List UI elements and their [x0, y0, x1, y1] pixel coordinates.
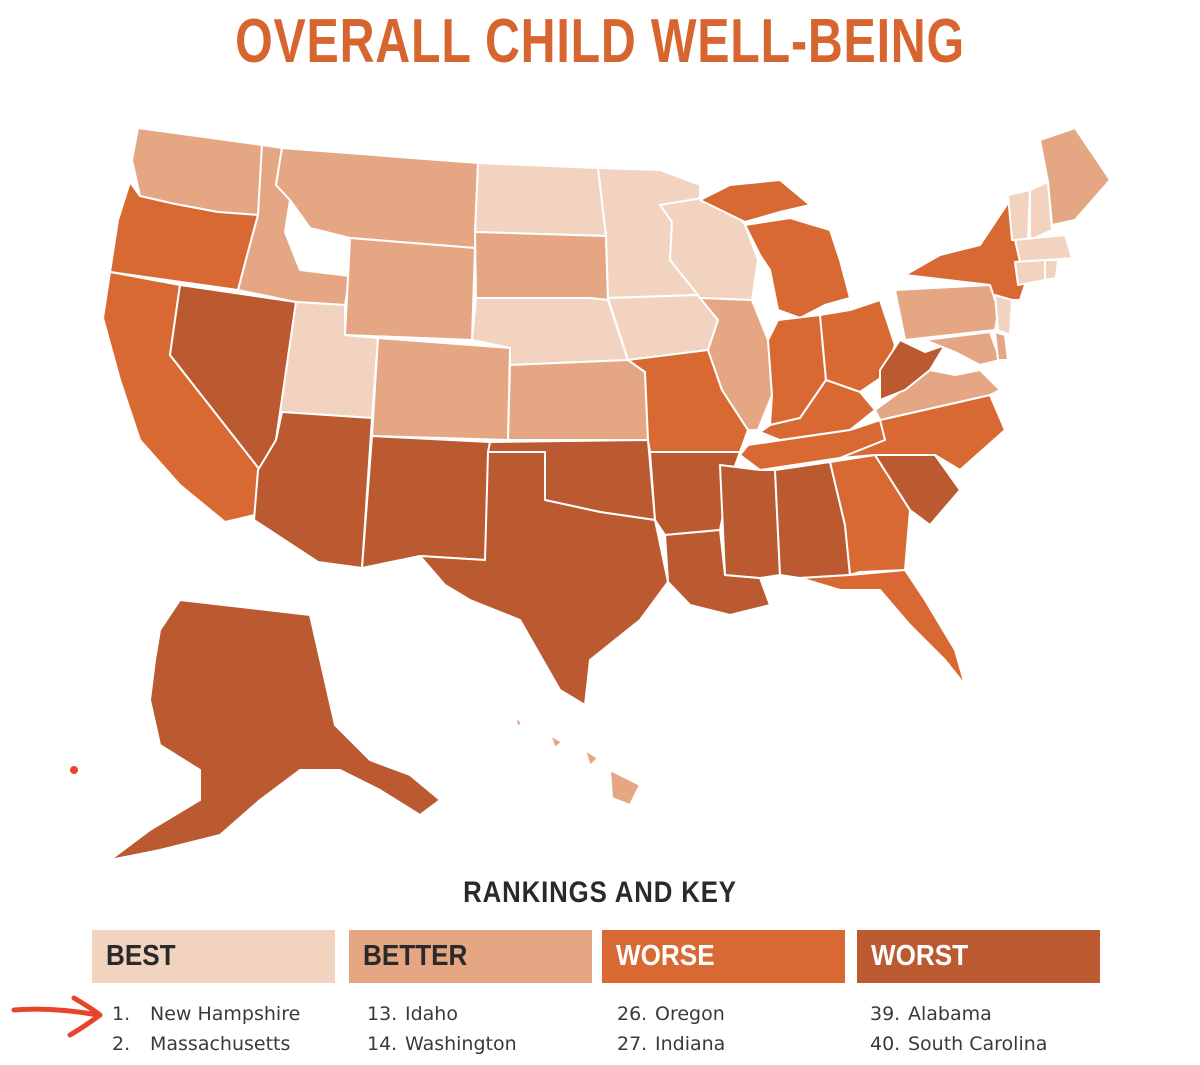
state-mi — [699, 179, 851, 319]
state-il — [699, 297, 773, 431]
state-ct — [1014, 259, 1046, 286]
rank-number: 14. — [367, 1033, 398, 1055]
tier-label-worse: WORSE — [616, 940, 715, 972]
rank-number: 2. — [112, 1033, 131, 1055]
rank-state: Massachusetts — [150, 1033, 291, 1055]
tier-box-worst: WORST — [857, 930, 1100, 983]
rank-state: Indiana — [655, 1033, 726, 1055]
state-nj — [994, 294, 1013, 336]
tier-label-worst: WORST — [871, 940, 969, 972]
rank-list-better: 13. Idaho 14. Washington — [367, 999, 517, 1059]
rank-number: 26. — [617, 1003, 648, 1025]
rank-number: 40. — [870, 1033, 901, 1055]
state-de — [994, 331, 1009, 361]
state-nm — [361, 435, 491, 569]
state-vt — [1007, 189, 1031, 241]
rank-number: 27. — [617, 1033, 648, 1055]
us-choropleth-map — [70, 127, 1111, 861]
state-mt — [275, 147, 479, 249]
state-ri — [1044, 259, 1059, 281]
rank-state: Alabama — [908, 1003, 992, 1025]
rank-row: 14. Washington — [367, 1029, 517, 1059]
rank-list-worse: 26. Oregon 27. Indiana — [617, 999, 725, 1059]
rank-row: 1. New Hampshire — [112, 999, 300, 1029]
state-ma — [1014, 234, 1073, 263]
rank-row: 26. Oregon — [617, 999, 725, 1029]
state-az — [253, 411, 373, 569]
state-hi — [514, 717, 641, 806]
state-tx — [419, 451, 669, 706]
state-me — [1039, 127, 1111, 226]
state-co — [371, 337, 511, 441]
rank-number: 13. — [367, 1003, 398, 1025]
tier-label-better: BETTER — [363, 940, 468, 972]
state-wv — [879, 339, 946, 401]
red-dot-marker — [70, 766, 78, 774]
tier-box-better: BETTER — [349, 930, 592, 983]
states-layer — [102, 127, 1111, 861]
rank-number: 39. — [870, 1003, 901, 1025]
state-ks — [507, 359, 649, 441]
state-va — [874, 369, 1001, 421]
rank-row: 40. South Carolina — [870, 1029, 1047, 1059]
rank-state: Oregon — [655, 1003, 725, 1025]
red-hand-drawn-arrow-icon — [11, 995, 103, 1038]
state-nd — [474, 162, 607, 237]
rank-state: Washington — [405, 1033, 517, 1055]
rank-row: 27. Indiana — [617, 1029, 725, 1059]
rank-list-worst: 39. Alabama 40. South Carolina — [870, 999, 1047, 1059]
state-sd — [474, 231, 609, 301]
rank-state: New Hampshire — [150, 1003, 301, 1025]
rank-state: Idaho — [405, 1003, 458, 1025]
rank-row: 2. Massachusetts — [112, 1029, 300, 1059]
state-nh — [1029, 181, 1053, 241]
key-heading: RANKINGS AND KEY — [463, 876, 737, 909]
rank-row: 13. Idaho — [367, 999, 517, 1029]
rank-row: 39. Alabama — [870, 999, 1047, 1029]
tier-box-best: BEST — [92, 930, 335, 983]
map-title: OVERALL CHILD WELL-BEING — [235, 7, 965, 76]
rank-state: South Carolina — [908, 1033, 1048, 1055]
state-la — [664, 529, 771, 616]
state-ms — [719, 464, 781, 579]
state-ak — [109, 599, 441, 861]
state-md — [924, 331, 1001, 366]
tier-label-best: BEST — [106, 940, 176, 972]
state-wy — [344, 237, 476, 341]
rank-number: 1. — [112, 1003, 131, 1025]
state-nc — [839, 394, 1006, 471]
tier-box-worse: WORSE — [602, 930, 845, 983]
rank-list-best: 1. New Hampshire 2. Massachusetts — [112, 999, 300, 1059]
state-fl — [799, 569, 966, 686]
